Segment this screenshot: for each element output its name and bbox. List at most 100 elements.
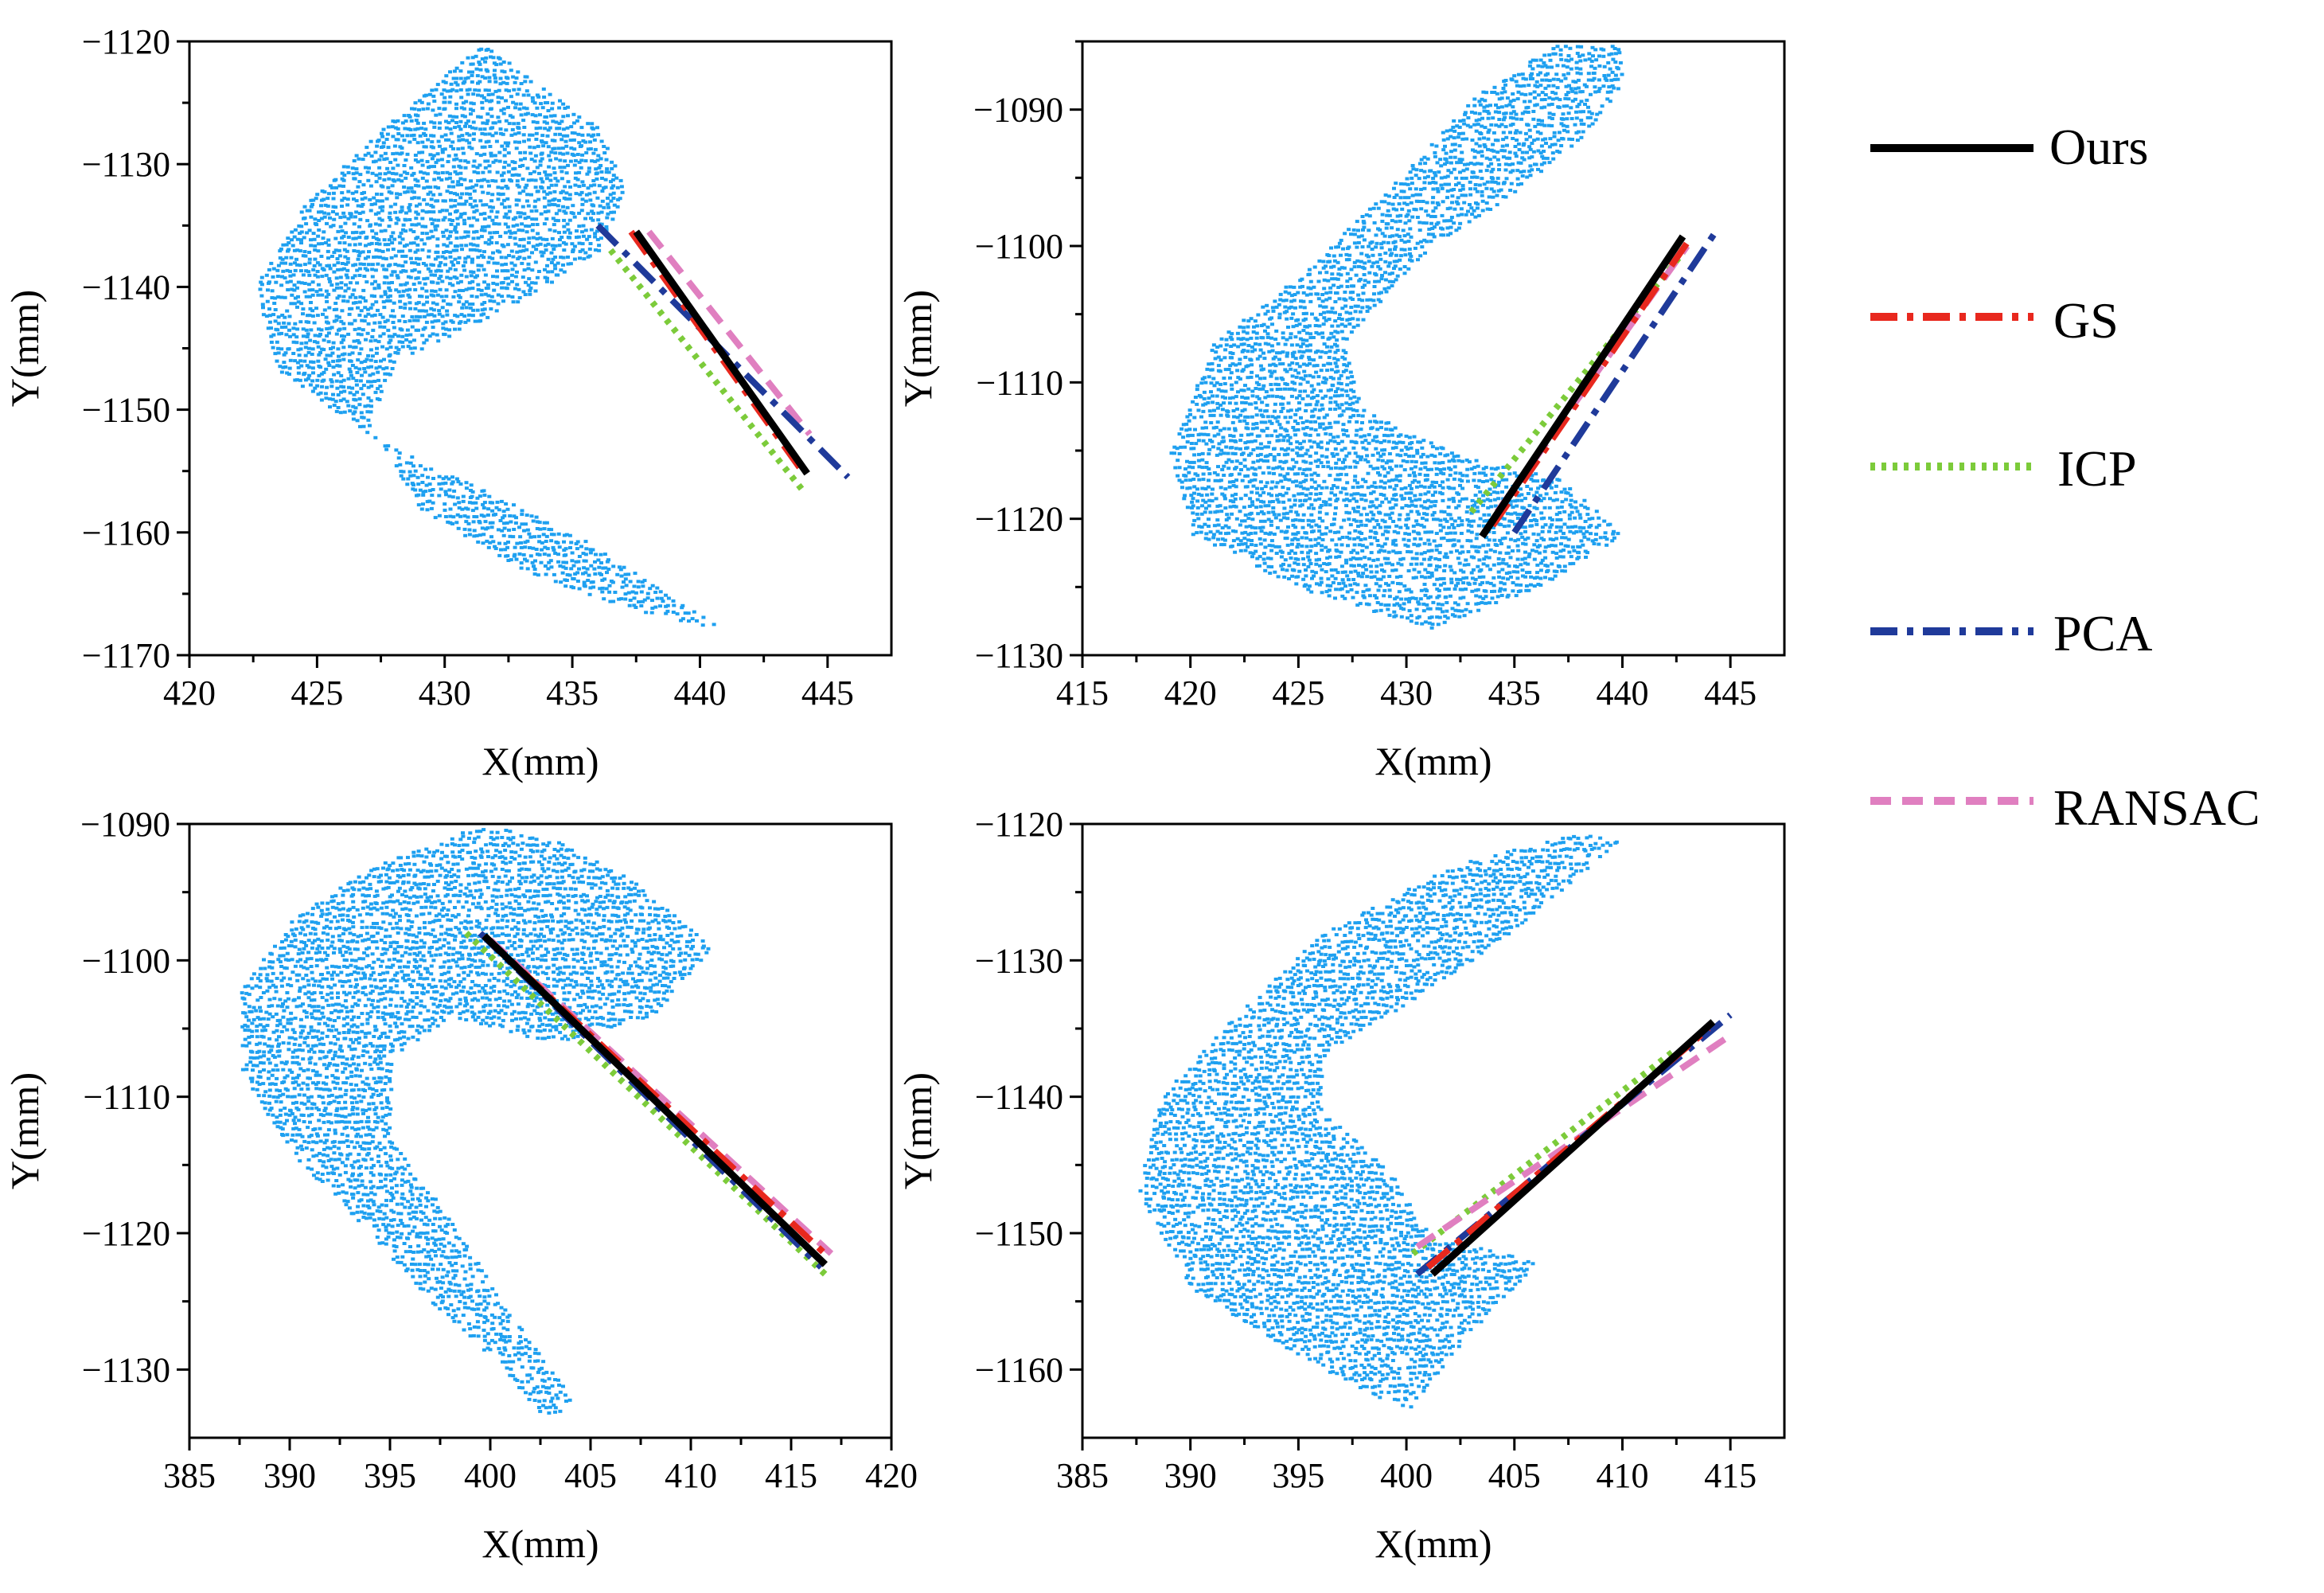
scatter-point (600, 189, 605, 193)
scatter-point (1525, 485, 1530, 488)
scatter-point (436, 318, 441, 322)
scatter-point (580, 197, 585, 201)
scatter-point (319, 210, 324, 214)
scatter-point (560, 236, 564, 239)
scatter-point (287, 366, 292, 370)
scatter-point (420, 309, 425, 313)
scatter-point (566, 256, 570, 259)
scatter-point (419, 158, 424, 162)
scatter-point (561, 263, 565, 267)
scatter-point (275, 340, 279, 344)
scatter-point (1369, 510, 1374, 514)
scatter-point (501, 192, 505, 196)
scatter-point (1341, 428, 1346, 432)
scatter-point (1227, 485, 1232, 489)
scatter-point (1314, 492, 1319, 496)
scatter-point (573, 176, 578, 180)
scatter-point (1391, 520, 1396, 523)
scatter-point (552, 229, 557, 233)
scatter-point (457, 256, 462, 260)
scatter-point (335, 282, 340, 286)
scatter-point (302, 236, 306, 240)
scatter-point (1336, 420, 1340, 424)
scatter-point (1256, 512, 1261, 516)
scatter-point (1440, 492, 1445, 496)
scatter-point (578, 249, 583, 253)
scatter-point (1555, 506, 1560, 510)
scatter-point (610, 166, 614, 170)
scatter-point (412, 107, 417, 111)
scatter-point (1560, 500, 1565, 504)
scatter-point (1379, 426, 1383, 430)
scatter-point (340, 353, 345, 357)
scatter-point (1374, 447, 1378, 451)
scatter-point (536, 189, 540, 193)
scatter-point (1464, 474, 1469, 478)
scatter-point (443, 263, 447, 267)
scatter-point (405, 134, 410, 138)
scatter-point (1456, 581, 1460, 585)
scatter-point (1394, 595, 1399, 599)
scatter-point (479, 293, 484, 297)
scatter-point (557, 106, 562, 110)
scatter-point (1449, 467, 1453, 471)
scatter-point (396, 119, 400, 123)
scatter-point (503, 269, 508, 273)
scatter-point (553, 580, 558, 584)
scatter-point (1452, 538, 1456, 542)
scatter-point (555, 127, 560, 131)
scatter-point (532, 535, 537, 539)
scatter-point (517, 244, 521, 248)
scatter-point (449, 222, 454, 226)
scatter-point (1359, 537, 1363, 541)
scatter-point (1426, 498, 1431, 502)
scatter-point (443, 320, 448, 324)
scatter-point (388, 314, 393, 318)
scatter-point (313, 334, 318, 338)
scatter-point (554, 212, 559, 216)
scatter-point (595, 158, 600, 162)
scatter-point (1187, 433, 1191, 437)
scatter-point (513, 231, 517, 235)
scatter-point (415, 160, 420, 164)
scatter-point (1269, 494, 1274, 498)
scatter-point (569, 567, 574, 571)
scatter-point (1369, 576, 1374, 580)
scatter-point (1509, 575, 1513, 579)
scatter-point (567, 533, 572, 537)
scatter-point (517, 107, 522, 111)
scatter-point (348, 409, 353, 413)
scatter-point (1296, 537, 1300, 541)
scatter-point (1421, 525, 1426, 529)
scatter-point (329, 225, 333, 228)
scatter-point (1460, 523, 1464, 527)
scatter-point (1453, 601, 1457, 605)
scatter-point (506, 170, 511, 174)
scatter-point (1266, 504, 1271, 508)
scatter-point (337, 364, 342, 368)
scatter-point (470, 279, 475, 283)
scatter-point (1478, 583, 1483, 587)
scatter-point (577, 170, 582, 174)
scatter-point (1577, 545, 1582, 549)
scatter-point (533, 281, 538, 285)
scatter-point (1421, 557, 1426, 561)
scatter-point (1523, 497, 1527, 501)
scatter-point (1534, 472, 1538, 476)
scatter-point (399, 283, 404, 287)
scatter-point (658, 604, 662, 608)
scatter-point (490, 193, 495, 197)
scatter-point (1277, 453, 1281, 456)
scatter-point (1530, 524, 1534, 528)
scatter-point (562, 540, 566, 544)
scatter-point (478, 139, 483, 143)
scatter-point (1204, 442, 1209, 446)
scatter-point (1582, 535, 1587, 539)
scatter-point (508, 236, 513, 239)
scatter-point (401, 223, 406, 227)
scatter-point (423, 145, 428, 149)
scatter-point (530, 217, 535, 221)
scatter-point (540, 157, 544, 161)
scatter-point (404, 281, 409, 285)
scatter-point (1361, 478, 1366, 482)
